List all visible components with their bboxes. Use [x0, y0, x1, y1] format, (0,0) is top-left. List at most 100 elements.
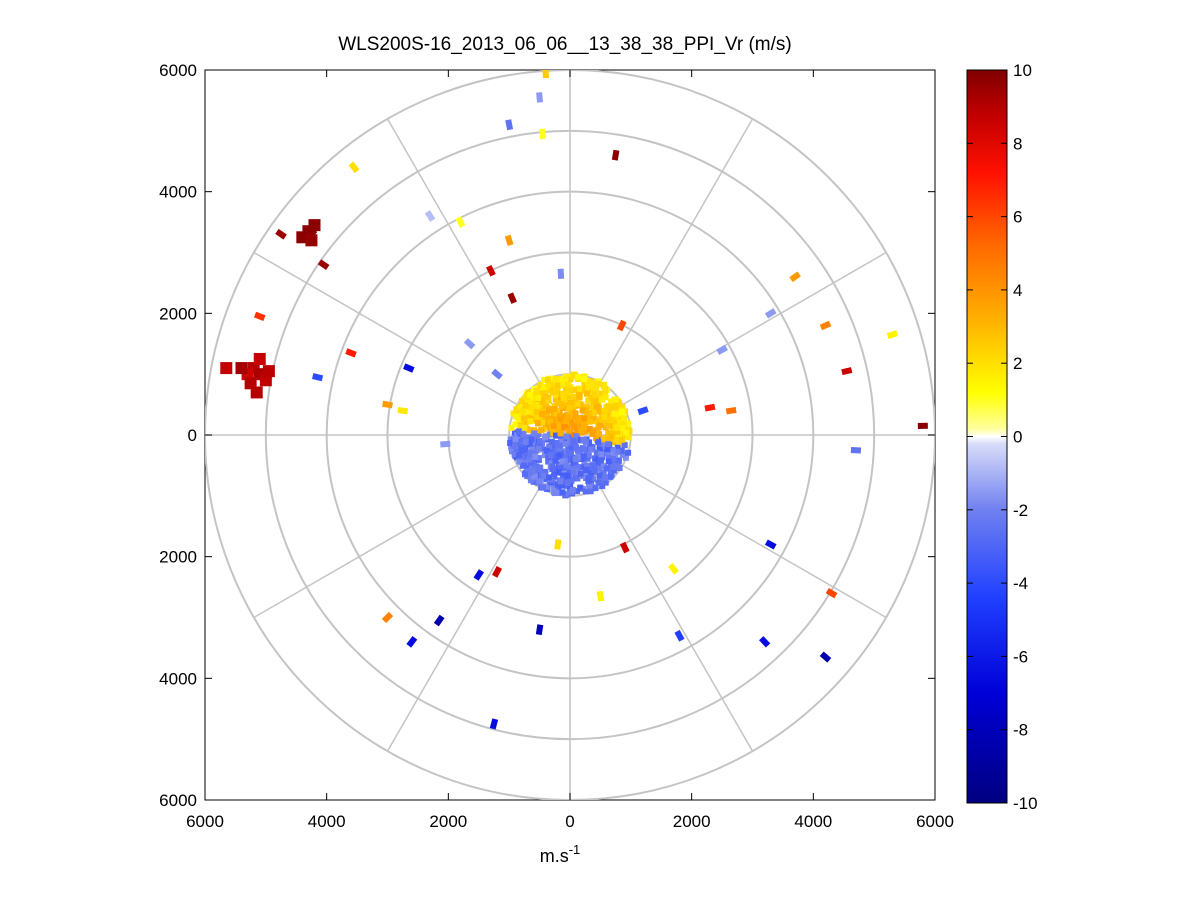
- near-field-point: [582, 488, 589, 495]
- near-field-point: [583, 471, 590, 478]
- near-field-point: [620, 415, 627, 422]
- near-field-point: [530, 404, 537, 411]
- velocity-point: [473, 569, 484, 581]
- y-tick-label: 6000: [159, 791, 197, 810]
- near-field-point: [597, 457, 604, 464]
- velocity-point: [311, 373, 324, 382]
- near-field-point: [565, 428, 572, 435]
- near-field-point: [572, 386, 579, 393]
- velocity-point: [455, 216, 466, 228]
- velocity-point: [674, 629, 685, 642]
- velocity-point: [725, 406, 737, 415]
- near-field-point: [539, 419, 546, 426]
- near-field-point: [512, 413, 519, 420]
- velocity-point: [819, 320, 832, 331]
- near-field-point: [616, 465, 623, 472]
- near-field-point: [546, 443, 553, 450]
- near-field-point: [618, 409, 625, 416]
- near-field-point: [585, 478, 592, 485]
- near-field-point: [567, 483, 574, 490]
- near-field-point: [587, 488, 594, 495]
- velocity-point: [789, 271, 801, 283]
- near-field-point: [522, 402, 529, 409]
- near-field-point: [526, 399, 533, 406]
- near-field-point: [563, 462, 570, 469]
- near-field-point: [593, 384, 600, 391]
- near-field-point: [589, 430, 596, 437]
- near-field-point: [554, 400, 561, 407]
- azimuth-spoke: [569, 434, 887, 619]
- y-tick-label: 0: [188, 426, 197, 445]
- near-field-point: [590, 403, 597, 410]
- velocity-point: [504, 234, 514, 247]
- near-field-point: [602, 394, 609, 401]
- velocity-point: [345, 348, 357, 358]
- near-field-point: [595, 380, 602, 387]
- near-field-point: [588, 446, 595, 453]
- cluster-point: [253, 352, 266, 365]
- near-field-point: [543, 397, 550, 404]
- near-field-point: [604, 446, 611, 453]
- near-field-point: [614, 428, 621, 435]
- near-field-point: [598, 390, 605, 397]
- cluster-point: [220, 362, 233, 375]
- cluster-point: [250, 386, 263, 399]
- near-field-point: [527, 391, 534, 398]
- near-field-point: [591, 467, 598, 474]
- near-field-point: [583, 466, 590, 473]
- near-field-point: [527, 418, 534, 425]
- near-field-point: [547, 418, 554, 425]
- near-field-point: [516, 452, 523, 459]
- near-field-point: [560, 464, 567, 471]
- near-field-point: [598, 416, 605, 423]
- near-field-point: [605, 412, 612, 419]
- near-field-point: [581, 423, 588, 430]
- near-field-point: [564, 491, 571, 498]
- near-field-point: [543, 447, 550, 454]
- near-field-point: [616, 405, 623, 412]
- near-field-point: [593, 403, 600, 410]
- near-field-point: [557, 478, 564, 485]
- x-tick-label: 4000: [308, 812, 346, 831]
- near-field-point: [559, 482, 566, 489]
- near-field-point: [552, 396, 559, 403]
- near-field-point: [541, 384, 548, 391]
- near-field-point: [597, 422, 604, 429]
- velocity-point: [667, 563, 679, 575]
- near-field-point: [562, 385, 569, 392]
- velocity-point: [381, 611, 394, 624]
- near-field-point: [531, 449, 538, 456]
- near-field-point: [551, 452, 558, 459]
- near-field-point: [605, 436, 612, 443]
- y-tick-label: 2000: [159, 304, 197, 323]
- near-field-point: [623, 429, 630, 436]
- x-axis-label: m.s-1: [540, 842, 581, 866]
- near-field-point: [560, 395, 567, 402]
- near-field-point: [577, 484, 584, 491]
- near-field-point: [532, 453, 539, 460]
- near-field-point: [601, 407, 608, 414]
- near-field-point: [612, 402, 619, 409]
- near-field-point: [537, 464, 544, 471]
- x-tick-label: 6000: [916, 812, 954, 831]
- near-field-point: [528, 436, 535, 443]
- near-field-point: [542, 434, 549, 441]
- near-field-point: [519, 428, 526, 435]
- velocity-point: [539, 128, 547, 140]
- near-field-point: [512, 443, 519, 450]
- near-field-point: [553, 432, 560, 439]
- near-field-point: [571, 424, 578, 431]
- velocity-point: [542, 70, 549, 79]
- near-field-point: [579, 407, 586, 414]
- near-field-point: [575, 392, 582, 399]
- near-field-point: [584, 411, 591, 418]
- near-field-point: [567, 376, 574, 383]
- velocity-point: [704, 403, 716, 412]
- velocity-point: [764, 308, 777, 319]
- velocity-point: [611, 149, 620, 161]
- near-field-point: [539, 390, 546, 397]
- near-field-point: [519, 407, 526, 414]
- velocity-point: [463, 338, 476, 350]
- near-field-point: [578, 464, 585, 471]
- velocity-point: [489, 718, 499, 730]
